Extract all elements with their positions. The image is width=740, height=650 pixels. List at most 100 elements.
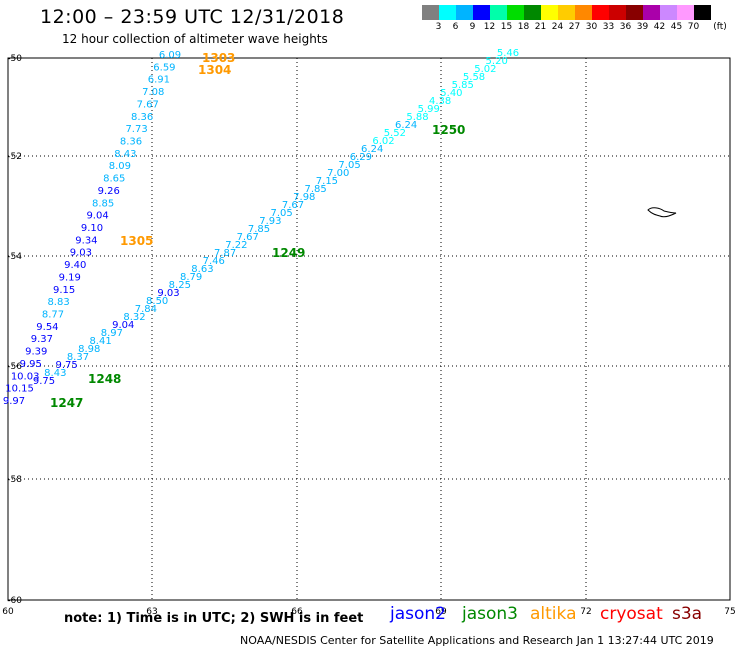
wave-height-label: 5.40 <box>440 88 462 99</box>
wave-height-label: 5.85 <box>452 80 474 91</box>
wave-height-label: 7.67 <box>282 200 304 211</box>
wave-height-label: 7.67 <box>237 232 259 243</box>
legend-label: 36 <box>619 22 632 32</box>
legend-swatch <box>643 5 660 20</box>
wave-height-label: 9.03 <box>70 248 92 259</box>
legend-label: 9 <box>469 22 476 32</box>
lat-tick-label: -60 <box>7 596 22 606</box>
legend-swatch <box>575 5 592 20</box>
wave-height-label: 9.04 <box>86 211 108 222</box>
wave-height-label: 9.40 <box>64 260 86 271</box>
wave-height-label: 8.32 <box>123 312 145 323</box>
lat-tick-label: -50 <box>7 54 22 64</box>
lat-tick-label: -52 <box>7 152 22 162</box>
map-ticks: 60 63 66 69 72 75 -50 -52 -54 -56 -58 -60 <box>2 54 735 617</box>
wave-height-label: 7.05 <box>271 208 293 219</box>
legend-swatch <box>660 5 677 20</box>
satellite-legend-item: altika <box>530 604 577 624</box>
footer-note: note: 1) Time is in UTC; 2) SWH is in fe… <box>64 611 364 626</box>
wave-height-label: 8.79 <box>180 272 202 283</box>
pass-label: 1305 <box>120 234 153 248</box>
wave-height-label: 5.02 <box>474 64 496 75</box>
wave-height-label: 5.99 <box>418 104 440 115</box>
legend-swatch <box>422 5 439 20</box>
wave-height-label: 8.43 <box>114 149 136 160</box>
wave-height-label: 8.63 <box>191 264 213 275</box>
lon-tick-label: 66 <box>291 607 303 617</box>
wave-height-label: 7.08 <box>142 87 164 98</box>
wave-height-label: 7.85 <box>304 184 326 195</box>
lon-tick-label: 60 <box>2 607 14 617</box>
legend-swatch <box>609 5 626 20</box>
legend-label: 12 <box>483 22 496 32</box>
pass-label: 1303 <box>202 51 235 65</box>
wave-height-label: 7.87 <box>214 248 236 259</box>
page-subtitle: 12 hour collection of altimeter wave hei… <box>62 32 328 46</box>
wave-height-label: 5.20 <box>486 56 508 67</box>
legend-swatch <box>592 5 609 20</box>
wave-height-label: 9.26 <box>98 186 120 197</box>
wave-height-label: 10.15 <box>5 384 34 395</box>
lat-tick-label: -56 <box>7 362 22 372</box>
wave-height-label: 7.15 <box>316 176 338 187</box>
legend-label: 42 <box>653 22 666 32</box>
wave-height-label: 9.10 <box>81 223 103 234</box>
wave-height-label: 10.03 <box>11 371 40 382</box>
wave-height-label: 7.46 <box>203 256 225 267</box>
legend-swatch <box>677 5 694 20</box>
satellite-legend-item: s3a <box>672 604 703 624</box>
wave-height-label: 7.22 <box>225 240 247 251</box>
wave-height-label: 8.65 <box>103 174 125 185</box>
wave-height-label: 8.41 <box>89 336 111 347</box>
wave-height-label: 9.75 <box>56 360 78 371</box>
lon-tick-label: 63 <box>146 607 157 617</box>
wave-height-label: 9.97 <box>3 396 25 407</box>
legend-label: 21 <box>534 22 547 32</box>
pass-label: 1248 <box>88 372 121 386</box>
legend-swatch <box>439 5 456 20</box>
wave-height-label: 8.09 <box>109 161 131 172</box>
track-jason2-1304: 6.096.596.917.087.678.367.738.368.438.09… <box>3 50 181 407</box>
wave-height-label: 6.09 <box>159 50 181 61</box>
wave-height-label: 7.05 <box>338 160 360 171</box>
wave-height-label: 7.85 <box>248 224 270 235</box>
wave-height-label: 7.73 <box>125 124 147 135</box>
wave-height-label: 8.98 <box>78 344 100 355</box>
wave-height-label: 5.58 <box>463 72 485 83</box>
satellite-legend-item: jason2 <box>390 604 446 624</box>
wave-height-label: 8.77 <box>42 310 64 321</box>
wave-height-label: 9.03 <box>157 288 179 299</box>
legend-swatch <box>507 5 524 20</box>
wave-height-label: 7.93 <box>259 216 281 227</box>
wave-height-label: 9.75 <box>33 376 55 387</box>
pass-label: 1250 <box>432 123 465 137</box>
legend-swatch <box>541 5 558 20</box>
lon-tick-label: 69 <box>435 607 447 617</box>
wave-height-label: 9.95 <box>20 359 42 370</box>
legend-swatch <box>694 5 711 20</box>
wave-height-label: 7.67 <box>137 99 159 110</box>
wave-height-label: 6.24 <box>361 144 383 155</box>
island-outline <box>647 207 677 218</box>
wave-height-label: 8.85 <box>92 198 114 209</box>
wave-height-label: 8.43 <box>44 368 66 379</box>
wave-height-label: 6.02 <box>372 136 394 147</box>
legend-label: 39 <box>636 22 649 32</box>
legend-label: 6 <box>452 22 459 32</box>
wave-height-label: 9.37 <box>31 334 53 345</box>
altimeter-tracks: 6.096.596.917.087.678.367.738.368.438.09… <box>3 48 519 407</box>
pass-label: 1304 <box>198 63 231 77</box>
legend-swatch <box>558 5 575 20</box>
wave-height-label: 5.52 <box>384 128 406 139</box>
satellite-legend-item: cryosat <box>600 604 663 624</box>
wave-height-label: 9.15 <box>53 285 75 296</box>
legend-swatch <box>626 5 643 20</box>
map-frame <box>7 57 731 601</box>
legend-label: 3 <box>435 22 442 32</box>
lon-tick-label: 75 <box>724 607 735 617</box>
pass-label: 1247 <box>50 396 83 410</box>
wave-height-label: 8.37 <box>67 352 89 363</box>
wave-height-label: 6.91 <box>148 75 170 86</box>
wave-height-label: 9.04 <box>112 320 134 331</box>
